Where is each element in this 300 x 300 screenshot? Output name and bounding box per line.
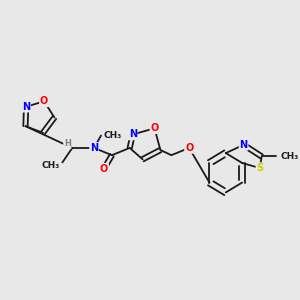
Text: CH₃: CH₃ [41, 161, 59, 170]
Text: CH₃: CH₃ [280, 152, 299, 161]
Text: N: N [129, 130, 137, 140]
Text: O: O [100, 164, 108, 174]
Text: S: S [256, 163, 263, 173]
Text: H: H [64, 139, 71, 148]
Text: O: O [185, 143, 193, 153]
Text: CH₃: CH₃ [104, 131, 122, 140]
Text: O: O [150, 123, 159, 133]
Text: O: O [40, 96, 48, 106]
Text: N: N [22, 102, 30, 112]
Text: N: N [90, 143, 98, 153]
Text: N: N [239, 140, 248, 150]
